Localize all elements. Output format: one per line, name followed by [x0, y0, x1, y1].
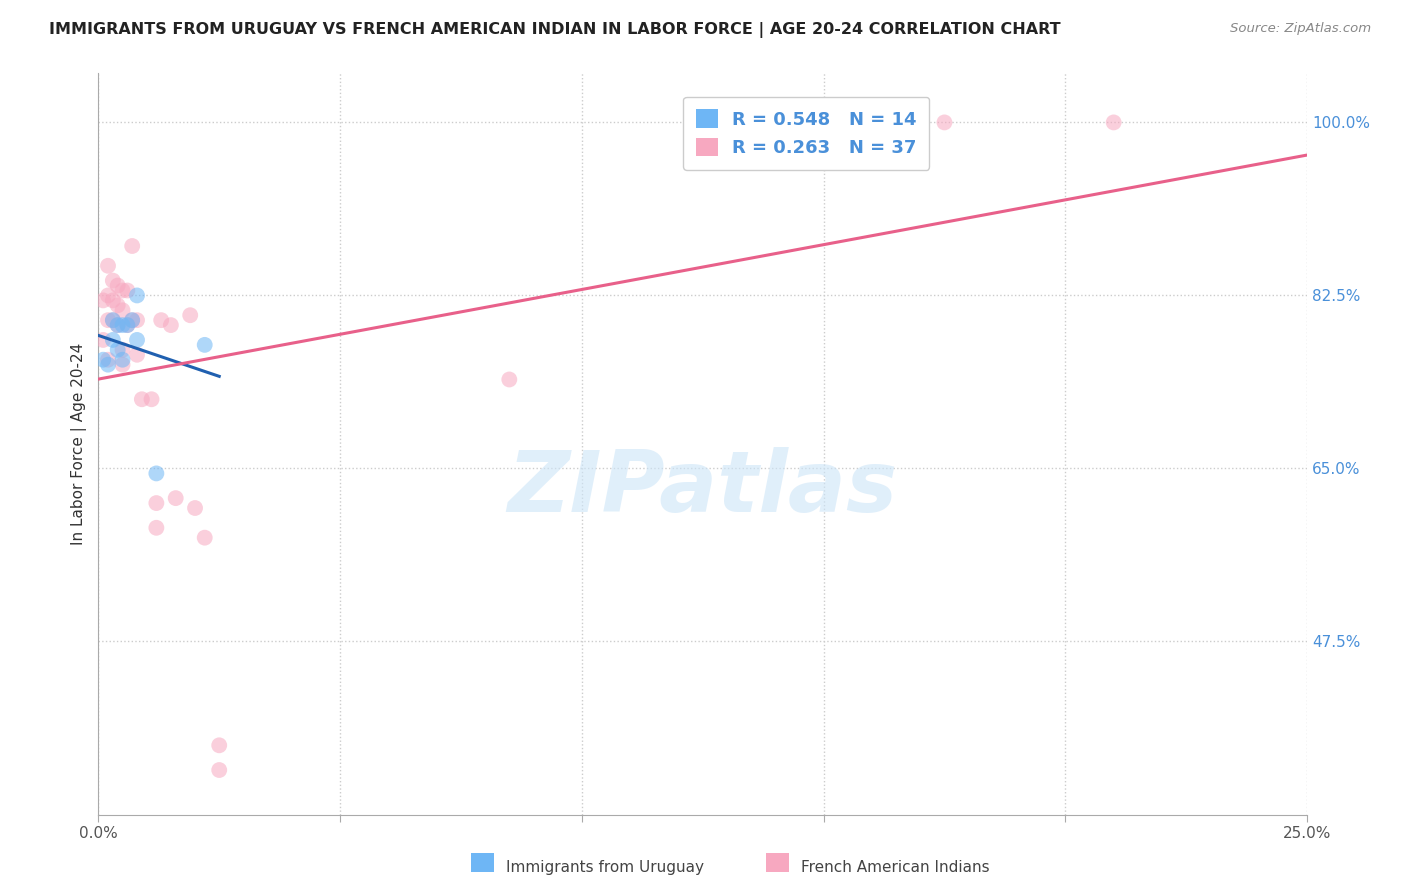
Point — [125, 333, 148, 347]
Point — [160, 318, 183, 332]
Point — [131, 392, 153, 407]
Y-axis label: In Labor Force | Age 20-24: In Labor Force | Age 20-24 — [72, 343, 87, 545]
Point — [97, 352, 120, 367]
Text: IMMIGRANTS FROM URUGUAY VS FRENCH AMERICAN INDIAN IN LABOR FORCE | AGE 20-24 COR: IMMIGRANTS FROM URUGUAY VS FRENCH AMERIC… — [49, 22, 1062, 38]
Point — [91, 293, 114, 308]
Point — [194, 531, 217, 545]
Text: ZIPatlas: ZIPatlas — [508, 447, 898, 530]
Point — [97, 259, 120, 273]
Point — [107, 343, 129, 357]
Point — [117, 284, 139, 298]
Point — [121, 313, 143, 327]
Point — [179, 308, 201, 322]
Point — [165, 491, 187, 505]
Text: Source: ZipAtlas.com: Source: ZipAtlas.com — [1230, 22, 1371, 36]
Point — [107, 298, 129, 312]
Point — [111, 284, 134, 298]
Point — [107, 318, 129, 332]
Point — [97, 358, 120, 372]
Point — [97, 313, 120, 327]
Point — [91, 333, 114, 347]
Point — [121, 239, 143, 253]
Point — [101, 333, 124, 347]
Point — [107, 318, 129, 332]
Point — [208, 763, 231, 777]
Point — [498, 372, 520, 386]
Point — [117, 318, 139, 332]
Point — [101, 313, 124, 327]
Point — [141, 392, 163, 407]
Text: Immigrants from Uruguay: Immigrants from Uruguay — [506, 860, 704, 874]
Point — [150, 313, 173, 327]
Point — [125, 348, 148, 362]
Point — [101, 313, 124, 327]
Point — [107, 278, 129, 293]
Point — [117, 318, 139, 332]
Point — [91, 352, 114, 367]
Point — [1102, 115, 1125, 129]
Point — [111, 303, 134, 318]
Point — [934, 115, 956, 129]
Point — [194, 338, 217, 352]
Point — [111, 352, 134, 367]
Point — [125, 288, 148, 302]
Point — [145, 467, 167, 481]
Point — [208, 739, 231, 753]
Point — [145, 496, 167, 510]
Point — [101, 274, 124, 288]
Point — [111, 343, 134, 357]
Legend: R = 0.548   N = 14, R = 0.263   N = 37: R = 0.548 N = 14, R = 0.263 N = 37 — [683, 97, 929, 169]
Text: French American Indians: French American Indians — [801, 860, 990, 874]
Point — [121, 313, 143, 327]
Point — [145, 521, 167, 535]
Point — [184, 501, 207, 516]
Point — [101, 293, 124, 308]
Point — [97, 288, 120, 302]
Point — [125, 313, 148, 327]
Point — [111, 358, 134, 372]
Point — [111, 318, 134, 332]
